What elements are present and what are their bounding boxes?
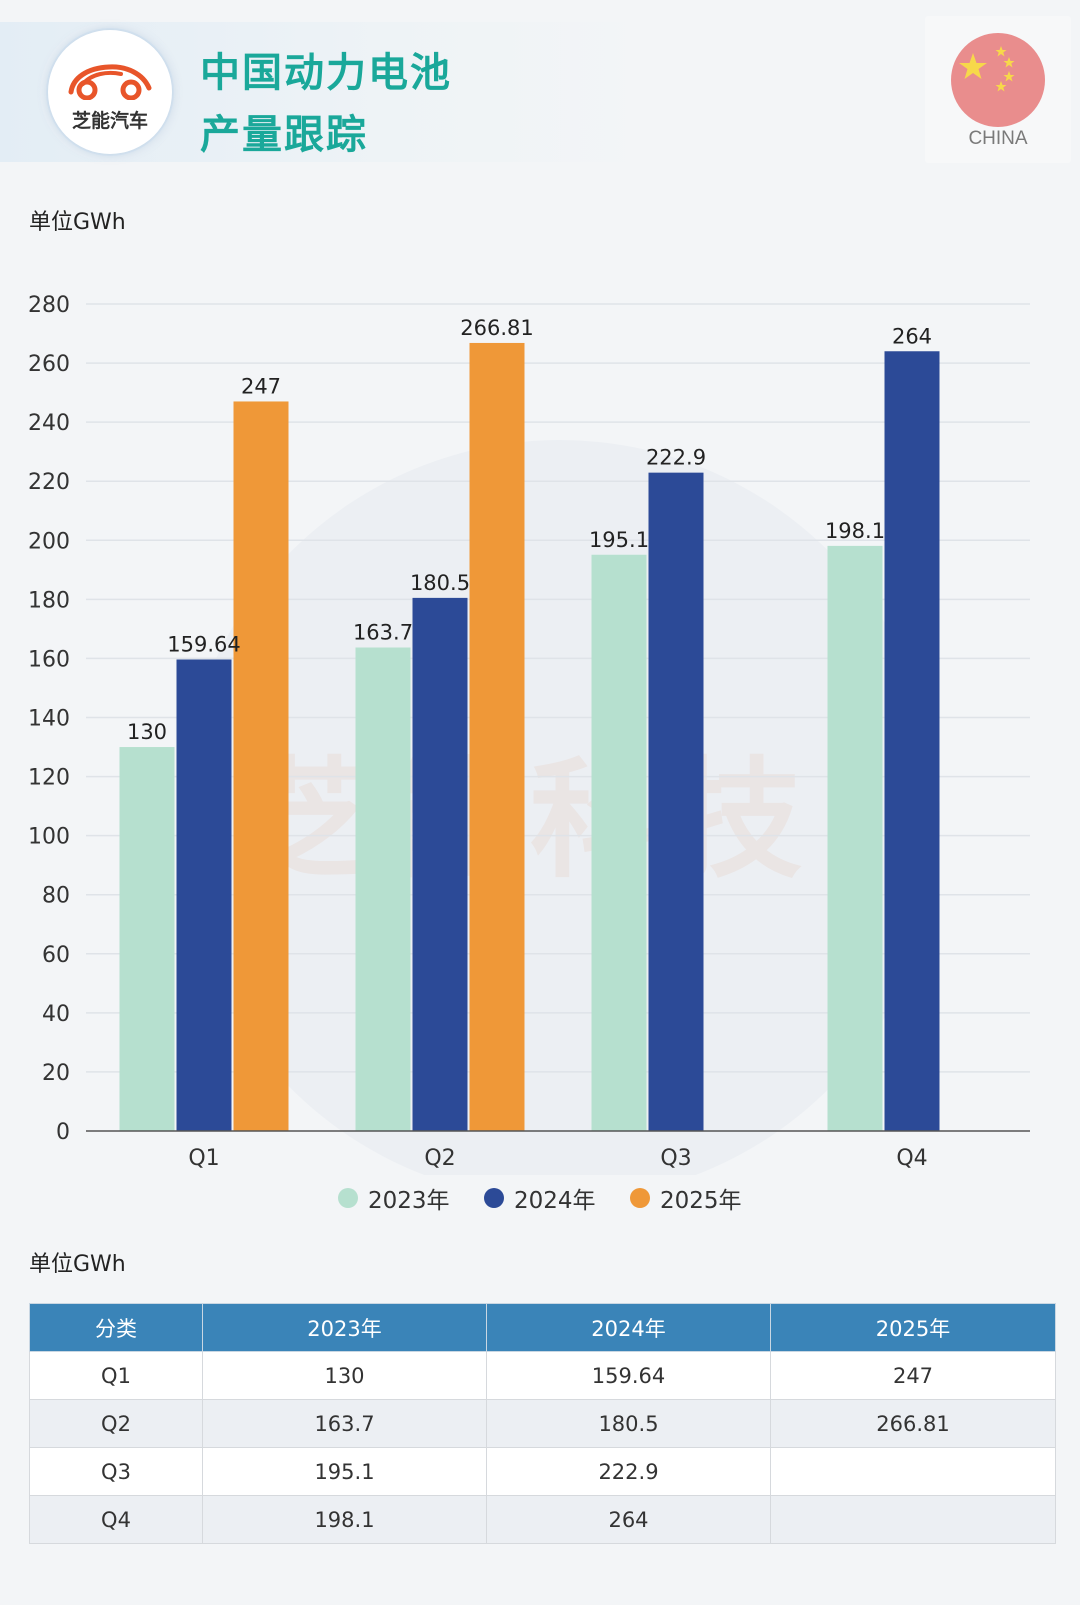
data-label: 195.1 xyxy=(589,528,649,552)
y-tick-label: 220 xyxy=(28,470,70,495)
table-cell: 198.1 xyxy=(202,1495,487,1544)
table-cell: 247 xyxy=(770,1351,1056,1400)
page-title: 中国动力电池 xyxy=(200,50,452,96)
y-tick-label: 60 xyxy=(42,943,70,968)
chart-legend: 2023年 2024年 2025年 xyxy=(0,1180,1080,1216)
data-table: 分类 2023年 2024年 2025年 Q1 130 159.64 247 Q… xyxy=(29,1303,1056,1544)
table-cell: Q2 xyxy=(29,1399,203,1448)
legend-label: 2024年 xyxy=(514,1188,596,1214)
bar xyxy=(176,659,232,1131)
table-header-row: 分类 2023年 2024年 2025年 xyxy=(29,1303,1056,1352)
y-tick-label: 0 xyxy=(56,1120,70,1145)
legend-item: 2023年 xyxy=(338,1180,450,1216)
table-cell xyxy=(770,1495,1056,1544)
page-subtitle: 产量跟踪 xyxy=(200,112,368,158)
legend-item: 2025年 xyxy=(630,1180,742,1216)
table-header-category: 分类 xyxy=(29,1303,203,1352)
bar xyxy=(233,401,289,1131)
x-tick-label: Q2 xyxy=(424,1146,455,1171)
data-label: 180.5 xyxy=(410,571,470,595)
table-unit-label: 单位GWh xyxy=(29,1252,126,1277)
y-tick-label: 180 xyxy=(28,588,70,613)
bar xyxy=(827,545,883,1131)
car-logo-icon xyxy=(68,64,152,100)
chart-unit-label: 单位GWh xyxy=(29,210,126,235)
header: 芝能汽车 中国动力电池 产量跟踪 CHINA xyxy=(0,0,1080,175)
legend-label: 2023年 xyxy=(368,1188,450,1214)
table-header-2025: 2025年 xyxy=(770,1303,1056,1352)
bar xyxy=(648,472,704,1131)
table-cell: 159.64 xyxy=(486,1351,771,1400)
data-label: 159.64 xyxy=(167,632,240,656)
axes: 0 20 40 60 80 100 120 140 160 180 200 220 240 260 280 Q… xyxy=(28,293,1030,1171)
data-label: 198.1 xyxy=(825,519,885,543)
y-tick-label: 20 xyxy=(42,1061,70,1086)
y-tick-label: 200 xyxy=(28,529,70,554)
bar-chart: 芝能科技 130 159.64 247 163.7 180.5 266.81 195.1 22… xyxy=(28,293,1030,1171)
bar xyxy=(412,597,468,1131)
table-row: Q3 195.1 222.9 xyxy=(29,1447,1056,1496)
table-row: Q2 163.7 180.5 266.81 xyxy=(29,1399,1056,1448)
y-tick-label: 140 xyxy=(28,707,70,732)
watermark-text: 芝能科技 xyxy=(246,744,814,896)
y-tick-label: 240 xyxy=(28,411,70,436)
data-label: 247 xyxy=(241,374,281,398)
table-cell: 266.81 xyxy=(770,1399,1056,1448)
china-flag-icon xyxy=(951,33,1045,127)
y-tick-label: 260 xyxy=(28,352,70,377)
bars xyxy=(119,342,940,1131)
y-tick-label: 120 xyxy=(28,766,70,791)
table-header-2023: 2023年 xyxy=(202,1303,487,1352)
bar xyxy=(469,342,525,1131)
table-row: Q4 198.1 264 xyxy=(29,1495,1056,1544)
watermark: 芝能科技 xyxy=(246,744,814,896)
china-flag-badge: CHINA xyxy=(925,16,1071,163)
x-tick-label: Q4 xyxy=(896,1146,927,1171)
logo-text: 芝能汽车 xyxy=(71,110,148,132)
bar xyxy=(591,554,647,1131)
bar xyxy=(884,351,940,1131)
x-tick-label: Q1 xyxy=(188,1146,219,1171)
table-cell: Q4 xyxy=(29,1495,203,1544)
y-tick-label: 40 xyxy=(42,1002,70,1027)
data-label: 264 xyxy=(892,324,932,348)
table-row: Q1 130 159.64 247 xyxy=(29,1351,1056,1400)
legend-item: 2024年 xyxy=(484,1180,596,1216)
table-cell: 222.9 xyxy=(486,1447,771,1496)
table-cell: 195.1 xyxy=(202,1447,487,1496)
y-tick-label: 160 xyxy=(28,647,70,672)
data-label: 130 xyxy=(127,720,167,744)
bar xyxy=(119,747,175,1131)
x-tick-label: Q3 xyxy=(660,1146,691,1171)
table-cell xyxy=(770,1447,1056,1496)
data-label: 163.7 xyxy=(353,621,413,645)
table-cell: 163.7 xyxy=(202,1399,487,1448)
table-cell: 130 xyxy=(202,1351,487,1400)
legend-dot-icon xyxy=(484,1188,504,1208)
y-tick-label: 100 xyxy=(28,825,70,850)
y-tick-label: 280 xyxy=(28,293,70,318)
legend-label: 2025年 xyxy=(660,1188,742,1214)
data-label: 266.81 xyxy=(460,316,533,340)
data-label: 222.9 xyxy=(646,446,706,470)
table-cell: 180.5 xyxy=(486,1399,771,1448)
flag-label: CHINA xyxy=(968,128,1028,149)
flag-stars-icon xyxy=(959,46,1015,92)
table-cell: 264 xyxy=(486,1495,771,1544)
legend-dot-icon xyxy=(338,1188,358,1208)
table-cell: Q1 xyxy=(29,1351,203,1400)
table-cell: Q3 xyxy=(29,1447,203,1496)
legend-dot-icon xyxy=(630,1188,650,1208)
data-labels: 130 159.64 247 163.7 180.5 266.81 195.1 222.9 19… xyxy=(127,316,932,744)
table-header-2024: 2024年 xyxy=(486,1303,771,1352)
bar xyxy=(355,647,411,1131)
y-tick-label: 80 xyxy=(42,884,70,909)
